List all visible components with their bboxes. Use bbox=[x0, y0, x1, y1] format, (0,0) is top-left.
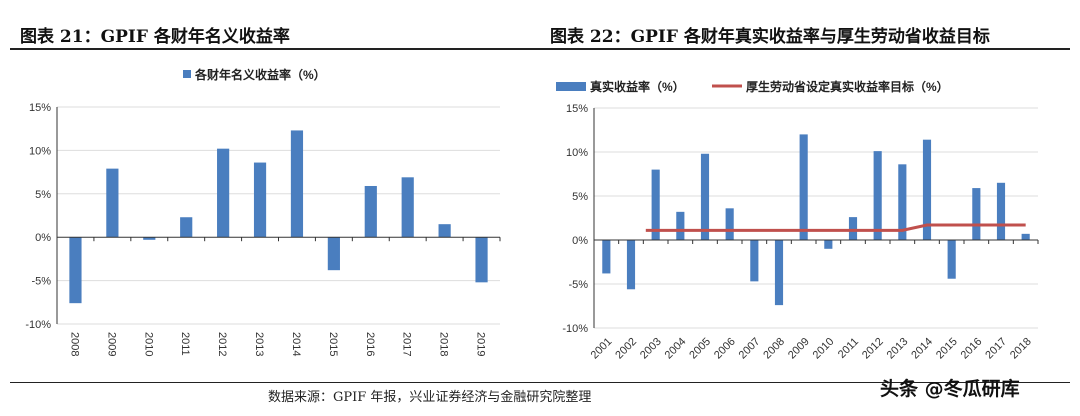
bar-2013 bbox=[898, 164, 907, 240]
y-tick-label: 15% bbox=[566, 103, 588, 115]
x-tick-label: 2008 bbox=[761, 336, 787, 362]
x-tick-label: 2014 bbox=[290, 332, 302, 356]
legend-label: 厚生劳动省设定真实收益率目标（%） bbox=[746, 79, 949, 94]
bar-2010 bbox=[824, 240, 833, 249]
bar-2013 bbox=[253, 162, 267, 238]
x-tick-label: 2011 bbox=[179, 332, 191, 356]
y-tick-label: -5% bbox=[568, 279, 588, 291]
bar-2002 bbox=[626, 240, 636, 290]
bar-2008 bbox=[774, 240, 784, 306]
bar-2018 bbox=[438, 224, 451, 238]
bar-2017 bbox=[996, 182, 1006, 240]
bar-2009 bbox=[106, 168, 119, 238]
x-tick-label: 2012 bbox=[860, 336, 886, 362]
x-tick-label: 2013 bbox=[885, 336, 911, 362]
legend-label: 真实收益率（%） bbox=[590, 79, 685, 94]
x-tick-label: 2014 bbox=[909, 336, 935, 362]
bar-2014 bbox=[922, 139, 932, 240]
x-tick-label: 2002 bbox=[613, 336, 639, 362]
x-tick-label: 2016 bbox=[364, 332, 376, 356]
x-tick-label: 2009 bbox=[786, 336, 812, 362]
x-tick-label: 2017 bbox=[983, 336, 1009, 362]
x-tick-label: 2006 bbox=[712, 336, 738, 362]
watermark: 头条 @冬瓜研库 bbox=[880, 378, 1020, 400]
x-tick-label: 2009 bbox=[105, 332, 117, 356]
x-tick-label: 2007 bbox=[737, 336, 763, 362]
x-tick-label: 2016 bbox=[959, 336, 985, 362]
x-tick-label: 2004 bbox=[663, 336, 689, 362]
y-tick-label: 5% bbox=[35, 189, 51, 201]
target-line bbox=[645, 223, 1026, 232]
bar-2012 bbox=[873, 151, 882, 240]
bar-2008 bbox=[69, 237, 82, 304]
y-tick-label: 0% bbox=[35, 232, 51, 244]
bar-2005 bbox=[700, 153, 710, 240]
bar-2016 bbox=[972, 188, 981, 240]
footer-divider bbox=[10, 382, 1070, 383]
bar-2015 bbox=[947, 240, 956, 279]
source-note: 数据来源：GPIF 年报，兴业证券经济与金融研究院整理 bbox=[268, 390, 592, 405]
y-tick-label: -5% bbox=[31, 276, 51, 288]
y-tick-label: -10% bbox=[562, 323, 588, 335]
legend-label: 各财年名义收益率（%） bbox=[194, 67, 326, 82]
x-tick-label: 2005 bbox=[687, 336, 713, 362]
x-tick-label: 2015 bbox=[327, 332, 339, 356]
x-tick-label: 2017 bbox=[401, 332, 413, 356]
x-tick-label: 2003 bbox=[638, 336, 664, 362]
header-divider bbox=[10, 48, 1070, 50]
legend-swatch-bar bbox=[556, 82, 586, 91]
bar-2006 bbox=[725, 208, 734, 240]
y-tick-label: 0% bbox=[572, 235, 588, 247]
x-tick-label: 2018 bbox=[438, 332, 450, 356]
bar-2009 bbox=[799, 134, 808, 240]
bar-2019 bbox=[475, 237, 488, 283]
bar-2015 bbox=[327, 237, 340, 271]
bar-2011 bbox=[180, 217, 193, 238]
legend-swatch-bar bbox=[183, 70, 191, 78]
bar-2012 bbox=[217, 148, 230, 238]
x-tick-label: 2013 bbox=[253, 332, 265, 356]
x-tick-label: 2011 bbox=[836, 336, 861, 361]
chart-21-title: 图表 21：GPIF 各财年名义收益率 bbox=[20, 27, 290, 47]
bar-2010 bbox=[143, 237, 156, 240]
x-tick-label: 2010 bbox=[811, 336, 837, 362]
bar-2014 bbox=[290, 130, 304, 238]
bar-2003 bbox=[651, 169, 660, 240]
bar-2004 bbox=[676, 211, 685, 240]
y-tick-label: -10% bbox=[25, 319, 51, 331]
x-tick-label: 2010 bbox=[142, 332, 154, 356]
bar-2018 bbox=[1021, 233, 1030, 240]
bar-2001 bbox=[602, 240, 611, 274]
x-tick-label: 2012 bbox=[216, 332, 228, 356]
y-tick-label: 10% bbox=[29, 145, 51, 157]
x-tick-label: 2001 bbox=[589, 336, 615, 362]
bar-2007 bbox=[750, 240, 759, 282]
x-tick-label: 2008 bbox=[68, 332, 80, 356]
bar-2017 bbox=[401, 177, 414, 238]
x-tick-label: 2019 bbox=[475, 332, 487, 356]
chart-22-title: 图表 22：GPIF 各财年真实收益率与厚生劳动省收益目标 bbox=[550, 27, 990, 47]
y-tick-label: 15% bbox=[29, 102, 51, 114]
x-tick-label: 2018 bbox=[1008, 336, 1034, 362]
bar-2016 bbox=[364, 185, 377, 238]
y-tick-label: 10% bbox=[566, 147, 588, 159]
x-tick-label: 2015 bbox=[934, 336, 960, 362]
y-tick-label: 5% bbox=[572, 191, 588, 203]
bar-2011 bbox=[848, 217, 858, 240]
